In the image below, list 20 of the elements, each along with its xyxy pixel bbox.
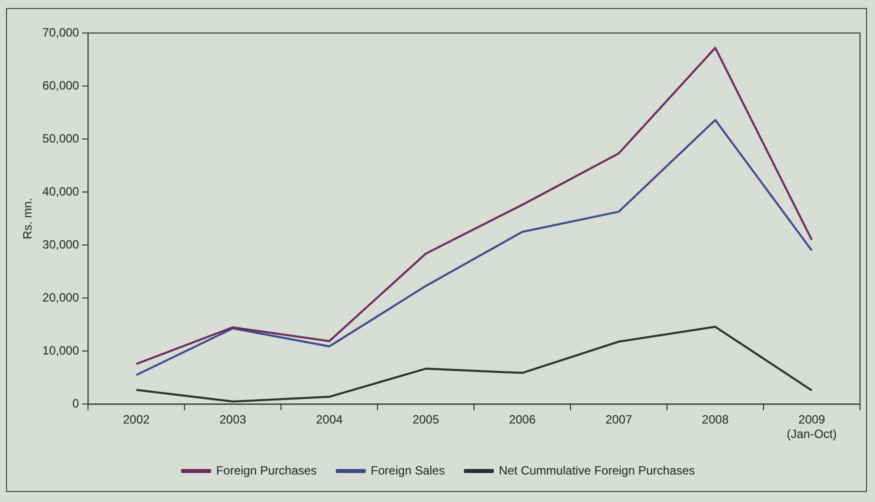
y-tick-label: 10,000 [42,343,80,358]
x-tick-label: 2009 (Jan-Oct) [786,412,837,442]
x-tick-label: 2003 [219,412,247,427]
y-axis-title: Rs. mn. [20,198,35,240]
y-tick-label: 20,000 [42,290,80,304]
y-tick-label: 0 [72,396,80,411]
x-tick-label: 2004 [316,412,343,427]
x-tick-label: 2007 [605,412,632,427]
y-tick-label: 60,000 [42,78,80,92]
x-tick-label: 2006 [508,412,536,427]
y-tick-label: 50,000 [42,131,80,146]
y-tick-label: 30,000 [42,237,80,252]
legend-label: Foreign Purchases [216,463,317,478]
legend-label: Foreign Sales [370,463,445,478]
x-tick-label: 2005 [412,412,440,427]
legend-label: Net Cummulative Foreign Purchases [498,463,695,478]
x-tick-label: 2002 [122,412,150,427]
y-tick-label: 70,000 [42,25,80,40]
x-tick-label: 2008 [702,412,729,427]
y-tick-label: 40,000 [42,184,80,198]
